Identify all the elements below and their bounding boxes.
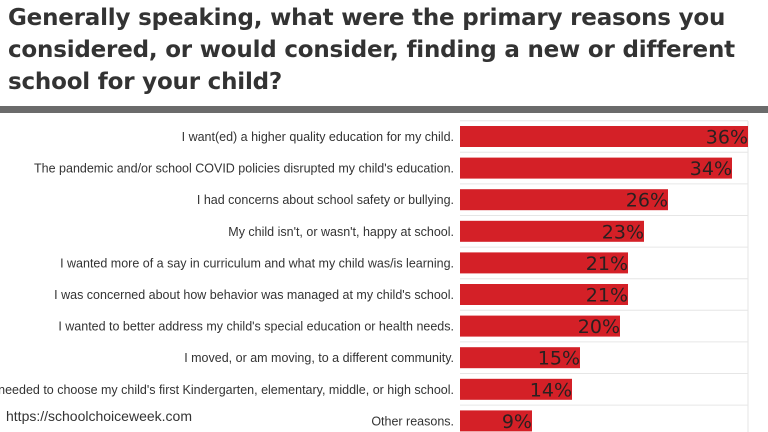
chart-title: Generally speaking, what were the primar… — [8, 5, 735, 95]
value-label: 36% — [706, 127, 748, 149]
value-label: 9% — [502, 411, 532, 432]
value-label: 21% — [586, 285, 628, 307]
title-divider — [0, 106, 768, 113]
category-labels: I want(ed) a higher quality education fo… — [0, 130, 454, 428]
bar — [460, 284, 628, 305]
bars — [460, 126, 748, 432]
bar — [460, 157, 732, 179]
value-label: 26% — [626, 190, 668, 212]
value-label: 14% — [530, 379, 572, 401]
value-label: 20% — [578, 316, 620, 338]
value-label: 34% — [690, 158, 732, 180]
category-label: I wanted to better address my child's sp… — [58, 320, 454, 334]
category-label: I was concerned about how behavior was m… — [54, 288, 454, 302]
bar — [460, 189, 668, 211]
bar — [460, 315, 620, 337]
bar — [460, 347, 580, 369]
category-label: My child isn't, or wasn't, happy at scho… — [228, 225, 454, 239]
category-label: I moved, or am moving, to a different co… — [184, 351, 454, 365]
value-label: 21% — [586, 253, 628, 275]
category-label: I had concerns about school safety or bu… — [197, 193, 454, 207]
category-label: I needed to choose my child's first Kind… — [0, 383, 454, 397]
value-labels: 36% 34% 26% 23% 21% 21% 20% 15% 14% 9% — [502, 127, 748, 432]
value-label: 23% — [602, 221, 644, 243]
category-label: The pandemic and/or school COVID policie… — [34, 162, 454, 176]
category-label: Other reasons. — [371, 414, 454, 428]
bar — [460, 252, 628, 274]
bar — [460, 378, 572, 400]
bar — [460, 410, 532, 432]
value-label: 15% — [538, 348, 580, 370]
category-label: I want(ed) a higher quality education fo… — [182, 130, 454, 144]
bar — [460, 126, 748, 147]
gridlines — [460, 120, 749, 432]
bar-chart: I want(ed) a higher quality education fo… — [0, 120, 749, 432]
category-label: I wanted more of a say in curriculum and… — [60, 256, 454, 270]
source-url: https://schoolchoiceweek.com — [6, 408, 192, 424]
bar — [460, 220, 644, 242]
